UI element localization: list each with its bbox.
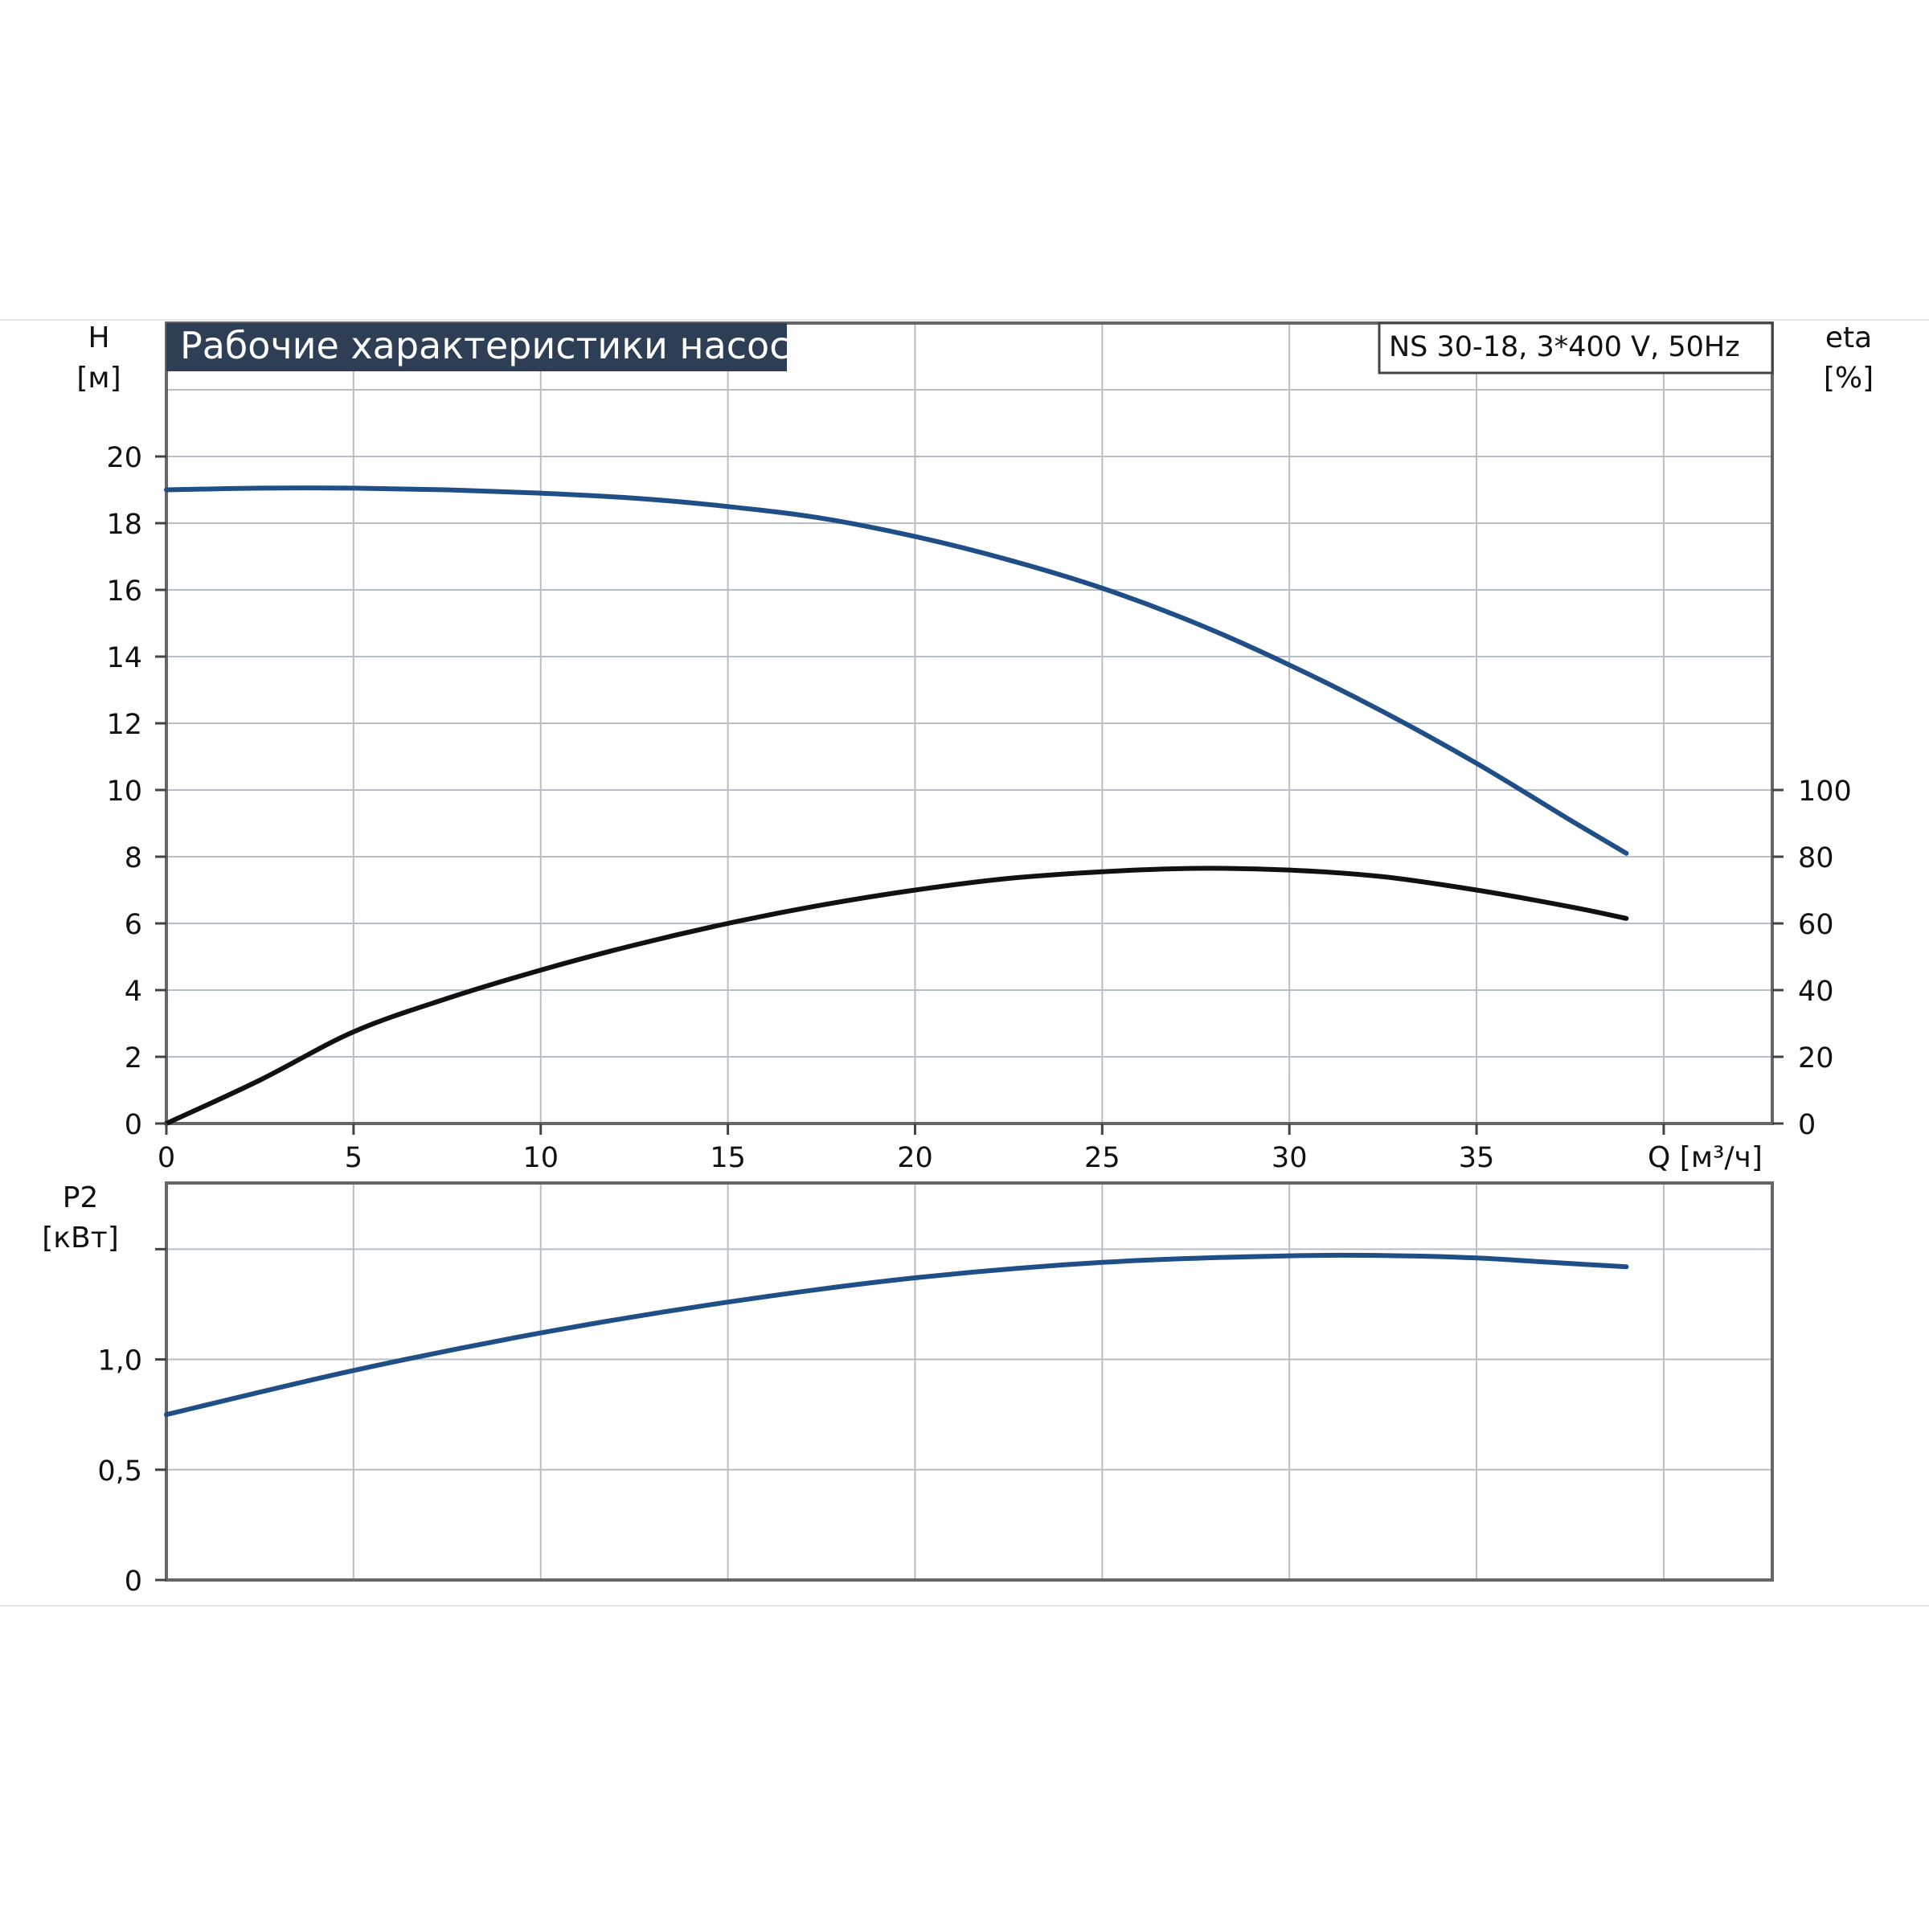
y-right-tick-label: 60 <box>1798 909 1834 941</box>
x-tick-label: 0 <box>158 1142 175 1174</box>
x-tick-label: 20 <box>897 1142 933 1174</box>
p2-label: P2 <box>63 1181 99 1214</box>
y-right-tick-label: 40 <box>1798 976 1834 1008</box>
y-left-tick-label: 0 <box>125 1109 142 1141</box>
y-left-tick-label: 16 <box>106 575 142 608</box>
x-tick-label: 10 <box>522 1142 559 1174</box>
x-tick-label: 15 <box>710 1142 746 1174</box>
y-right-tick-label: 0 <box>1798 1109 1816 1141</box>
title-box <box>166 323 787 371</box>
bottom-panel-frame <box>165 1181 1774 1582</box>
p2-tick-label: 0 <box>125 1566 142 1598</box>
y-left-tick-label: 10 <box>106 776 142 808</box>
top-panel-grid <box>166 323 1772 1124</box>
chart-title: Рабочие характеристики насоса <box>180 324 813 367</box>
y-left-tick-label: 8 <box>125 842 142 874</box>
top-panel-tick-labels: 0 2 4 6 8 10 12 14 16 18 20 0 20 40 60 80 100 0 5 10 15 20 25 3… <box>106 442 1851 1174</box>
x-tick-label: 35 <box>1459 1142 1495 1174</box>
y-left-tick-label: 12 <box>106 709 142 741</box>
x-tick-label: 25 <box>1084 1142 1120 1174</box>
y-right-label: eta <box>1825 321 1872 354</box>
p2-tick-label: 0,5 <box>97 1455 142 1488</box>
p2-unit: [кВт] <box>42 1222 119 1255</box>
y-right-tick-label: 80 <box>1798 842 1834 874</box>
y-right-tick-label: 20 <box>1798 1042 1834 1074</box>
top-panel-series <box>164 485 1629 1126</box>
model-label: NS 30-18, 3*400 V, 50Hz <box>1389 331 1740 363</box>
y-left-unit: [м] <box>76 362 121 395</box>
x-axis-label: Q [м³/ч] <box>1648 1141 1763 1174</box>
y-right-tick-label: 100 <box>1798 776 1852 808</box>
y-right-unit: [%] <box>1824 362 1874 395</box>
x-tick-label: 5 <box>345 1142 362 1174</box>
efficiency-curve <box>164 866 1629 1126</box>
bottom-panel-grid <box>166 1183 1772 1580</box>
p2-tick-label: 1,0 <box>97 1345 142 1377</box>
y-left-tick-label: 14 <box>106 642 142 674</box>
model-label-box <box>1378 321 1774 375</box>
y-left-tick-label: 18 <box>106 509 142 541</box>
y-left-tick-label: 20 <box>106 442 142 474</box>
y-left-label: H <box>88 321 109 354</box>
power-curve <box>164 1252 1629 1418</box>
x-tick-label: 30 <box>1272 1142 1308 1174</box>
y-left-tick-label: 6 <box>125 909 142 941</box>
y-left-tick-label: 4 <box>125 976 142 1008</box>
bottom-panel-series <box>164 1252 1629 1418</box>
head-curve <box>164 485 1629 856</box>
y-left-tick-label: 2 <box>125 1042 142 1074</box>
bottom-panel-tick-labels: 0 0,5 1,0 <box>97 1247 166 1598</box>
